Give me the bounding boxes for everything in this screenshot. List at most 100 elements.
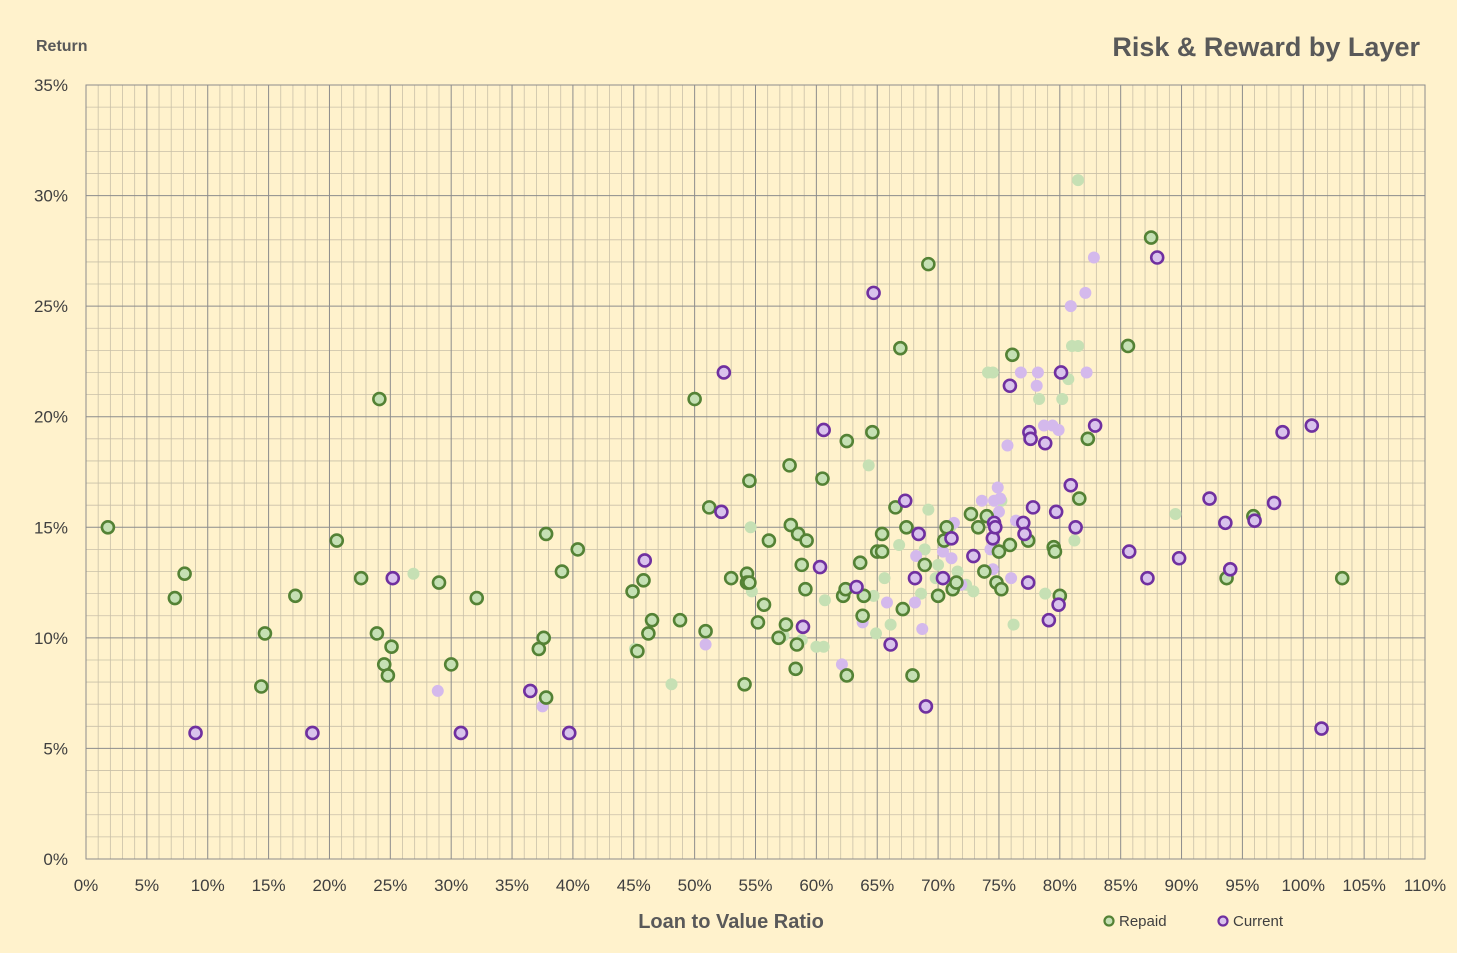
repaid-point — [798, 581, 813, 597]
y-tick-label: 30% — [34, 187, 68, 206]
repaid-point — [1120, 338, 1136, 354]
faded-purple-point — [910, 550, 923, 563]
faded-purple-point — [699, 638, 712, 651]
repaid-point — [570, 542, 586, 557]
repaid-point — [742, 575, 757, 590]
repaid-point — [970, 519, 986, 535]
current-point — [637, 553, 653, 568]
repaid-point — [1143, 230, 1159, 245]
faded-purple-point — [1052, 423, 1065, 436]
current-point — [988, 519, 1003, 535]
faded-purple-point — [1080, 366, 1093, 379]
repaid-point — [778, 617, 794, 632]
repaid-point — [737, 676, 752, 692]
minor-gridlines — [86, 85, 1425, 859]
current-point — [714, 504, 729, 520]
legend-label-repaid: Repaid — [1119, 913, 1167, 930]
repaid-point — [469, 590, 485, 606]
current-point — [1247, 513, 1262, 528]
faded-purple-point — [908, 596, 921, 609]
x-tick-label: 35% — [495, 876, 529, 895]
current-point — [385, 570, 401, 586]
faded-green-point — [986, 366, 999, 379]
faded-green-point — [1033, 393, 1046, 406]
y-axis-tick-labels: 0% 5% 10% 15% 20% 25% 30% 35% — [34, 76, 68, 869]
repaid-point — [839, 433, 855, 449]
x-tick-label: 55% — [738, 876, 772, 895]
major-gridlines — [85, 84, 1426, 860]
current-point — [1025, 500, 1041, 515]
repaid-point — [917, 557, 933, 573]
faded-points-layer — [407, 174, 1182, 713]
current-point — [1275, 424, 1290, 440]
y-tick-label: 20% — [34, 408, 68, 427]
current-point — [883, 637, 898, 652]
x-tick-label: 65% — [860, 876, 894, 895]
repaid-point — [852, 555, 868, 570]
current-point — [1041, 612, 1057, 628]
legend-marker-current — [1217, 915, 1229, 927]
repaid-point — [431, 575, 447, 590]
current-point — [907, 570, 923, 586]
x-tick-label: 95% — [1225, 876, 1259, 895]
faded-green-point — [818, 594, 831, 607]
repaid-point — [905, 668, 920, 683]
current-point — [1023, 431, 1038, 447]
x-tick-label: 10% — [191, 876, 225, 895]
repaid-point — [1047, 544, 1063, 559]
x-tick-label: 40% — [556, 876, 590, 895]
current-point — [849, 579, 864, 595]
repaid-point — [895, 601, 911, 617]
current-point — [1017, 526, 1032, 542]
faded-green-point — [1039, 587, 1052, 600]
faded-green-point — [918, 543, 931, 556]
current-point — [1051, 597, 1066, 612]
repaid-point — [554, 564, 570, 579]
faded-purple-point — [1031, 366, 1044, 379]
current-point — [1048, 504, 1064, 520]
current-point — [1266, 495, 1282, 511]
faded-green-point — [407, 567, 420, 580]
repaid-point — [329, 533, 345, 548]
faded-purple-point — [1001, 439, 1014, 452]
repaid-point — [977, 564, 992, 579]
faded-purple-point — [991, 481, 1004, 494]
repaid-point — [443, 657, 459, 672]
current-point — [1304, 418, 1320, 433]
repaid-point — [538, 526, 554, 542]
repaid-point — [1334, 570, 1350, 586]
x-axis-title: Loan to Value Ratio — [638, 911, 824, 933]
current-point — [1068, 519, 1083, 535]
current-point — [716, 365, 732, 380]
x-tick-label: 80% — [1043, 876, 1077, 895]
faded-green-point — [862, 459, 875, 472]
current-point — [305, 725, 320, 741]
repaid-point — [1005, 347, 1020, 363]
faded-purple-point — [1014, 366, 1027, 379]
plot-area-border — [85, 84, 1426, 860]
repaid-point — [672, 612, 688, 628]
repaid-point — [384, 639, 399, 655]
repaid-point — [177, 566, 192, 582]
faded-purple-point — [916, 623, 929, 636]
legend-label-current: Current — [1233, 913, 1284, 930]
x-tick-label: 50% — [678, 876, 712, 895]
current-point — [1002, 378, 1018, 394]
y-axis-title: Return — [36, 38, 88, 55]
repaid-point — [921, 256, 936, 272]
current-point — [1087, 418, 1103, 433]
repaid-point — [641, 626, 656, 641]
current-point — [816, 422, 831, 438]
faded-green-point — [1007, 618, 1020, 631]
current-point — [453, 725, 469, 741]
faded-green-point — [1068, 534, 1081, 547]
faded-purple-point — [1087, 251, 1100, 264]
repaid-point — [799, 533, 814, 548]
current-point — [1171, 550, 1187, 566]
repaid-point — [100, 519, 116, 535]
faded-green-point — [665, 678, 678, 691]
x-tick-label: 20% — [312, 876, 346, 895]
faded-green-point — [951, 565, 964, 578]
faded-purple-point — [975, 494, 988, 507]
